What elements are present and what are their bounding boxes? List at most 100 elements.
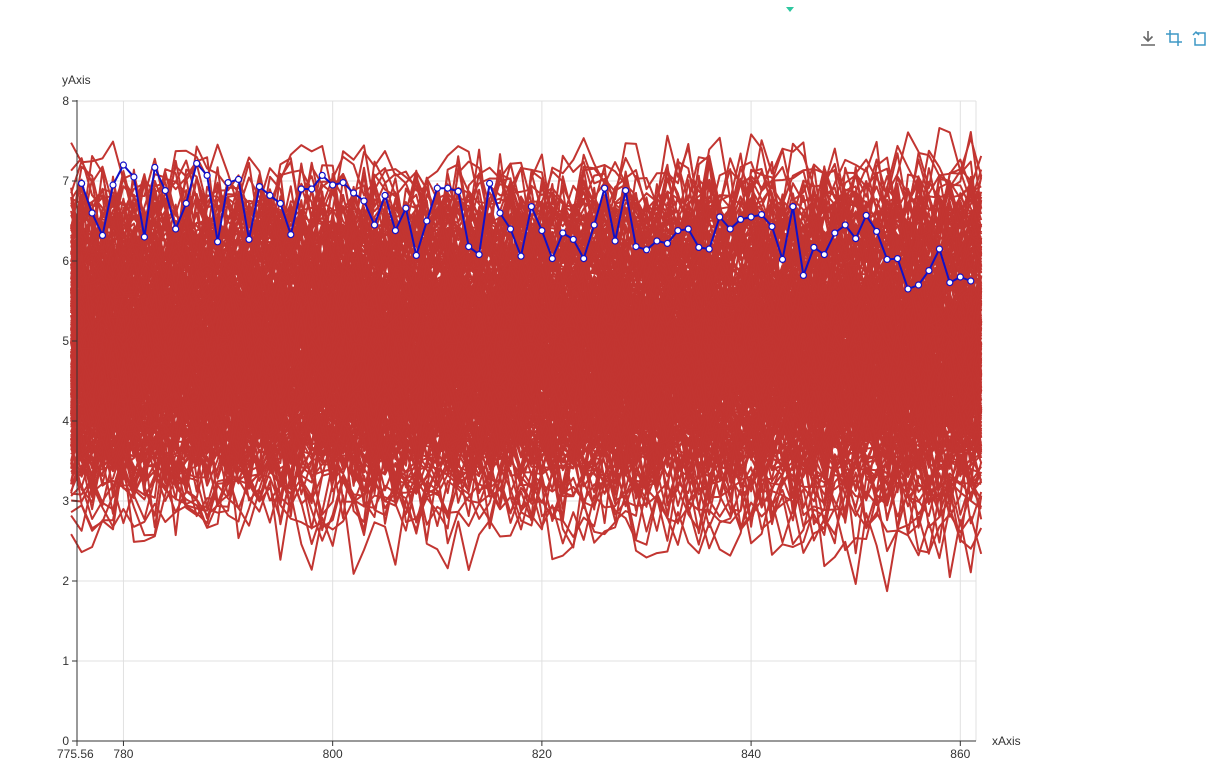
series-point[interactable] — [956, 273, 964, 281]
series-point[interactable] — [506, 225, 515, 233]
background-series-line — [70, 151, 983, 279]
series-point[interactable] — [548, 255, 556, 263]
series-point[interactable] — [381, 191, 389, 199]
series-point[interactable] — [412, 251, 420, 259]
series-point[interactable] — [789, 203, 797, 211]
series-point[interactable] — [423, 217, 431, 225]
series-point[interactable] — [109, 181, 117, 189]
series-point[interactable] — [726, 225, 734, 233]
background-series — [70, 127, 983, 593]
series-point[interactable] — [318, 171, 326, 179]
series-point[interactable] — [391, 227, 399, 235]
series-point[interactable] — [161, 187, 169, 195]
series-point[interactable] — [852, 235, 860, 243]
series-point[interactable] — [695, 243, 703, 251]
series-point[interactable] — [653, 237, 661, 245]
toolbox — [1138, 28, 1210, 48]
series-point[interactable] — [559, 229, 567, 237]
series-point[interactable] — [287, 231, 295, 239]
series-point[interactable] — [810, 243, 818, 251]
series-point[interactable] — [632, 243, 640, 251]
y-tick-label: 5 — [62, 334, 69, 348]
series-point[interactable] — [130, 173, 138, 181]
series-point[interactable] — [276, 199, 284, 207]
series-point[interactable] — [77, 179, 86, 187]
series-point[interactable] — [663, 239, 672, 247]
series-point[interactable] — [862, 211, 870, 219]
series-point[interactable] — [517, 252, 525, 260]
series-point[interactable] — [339, 179, 347, 187]
series-point[interactable] — [904, 285, 912, 293]
restore-icon[interactable] — [1190, 28, 1210, 48]
series-point[interactable] — [255, 183, 263, 191]
series-point[interactable] — [778, 255, 787, 263]
series-point[interactable] — [433, 184, 441, 192]
series-point[interactable] — [119, 161, 128, 169]
series-point[interactable] — [883, 255, 891, 263]
series-point[interactable] — [350, 189, 358, 197]
series-point[interactable] — [611, 237, 619, 245]
series-point[interactable] — [486, 179, 494, 187]
series-point[interactable] — [193, 159, 201, 167]
series-point[interactable] — [967, 277, 975, 285]
series-point[interactable] — [716, 213, 724, 221]
series-point[interactable] — [308, 185, 316, 193]
series-point[interactable] — [402, 204, 410, 212]
series-point[interactable] — [151, 163, 159, 171]
main-series — [77, 159, 975, 293]
series-point[interactable] — [172, 225, 180, 233]
background-series-line — [70, 465, 982, 542]
series-point[interactable] — [454, 187, 462, 195]
series-point[interactable] — [214, 238, 222, 246]
series-point[interactable] — [820, 251, 828, 259]
download-icon[interactable] — [1138, 28, 1158, 48]
y-tick-label: 8 — [62, 94, 69, 108]
series-point[interactable] — [266, 191, 274, 199]
series-point[interactable] — [527, 203, 536, 211]
series-point[interactable] — [946, 279, 954, 287]
series-point[interactable] — [88, 209, 96, 217]
series-point[interactable] — [580, 255, 588, 263]
series-point[interactable] — [224, 179, 232, 187]
series-point[interactable] — [600, 184, 609, 192]
background-series-line — [70, 228, 983, 328]
series-point[interactable] — [757, 211, 766, 219]
series-point[interactable] — [799, 271, 808, 279]
series-point[interactable] — [496, 209, 504, 217]
series-point[interactable] — [182, 199, 190, 207]
series-point[interactable] — [370, 221, 379, 229]
series-point[interactable] — [674, 227, 682, 235]
series-point[interactable] — [831, 229, 839, 237]
series-point[interactable] — [925, 267, 933, 275]
background-series-line — [70, 332, 983, 407]
series-point[interactable] — [768, 223, 776, 231]
series-point[interactable] — [329, 181, 337, 189]
series-point[interactable] — [705, 245, 713, 253]
series-point[interactable] — [140, 233, 148, 241]
series-point[interactable] — [444, 184, 452, 192]
series-point[interactable] — [893, 255, 902, 263]
series-point[interactable] — [538, 227, 546, 235]
series-point[interactable] — [465, 243, 473, 251]
series-point[interactable] — [747, 213, 755, 221]
series-point[interactable] — [297, 185, 305, 193]
series-point[interactable] — [234, 175, 243, 183]
background-series-line — [71, 167, 983, 267]
series-point[interactable] — [642, 246, 651, 254]
series-point[interactable] — [872, 227, 881, 235]
series-point[interactable] — [203, 171, 211, 179]
series-point[interactable] — [841, 221, 849, 229]
series-point[interactable] — [360, 197, 368, 205]
series-point[interactable] — [475, 251, 483, 259]
series-point[interactable] — [245, 235, 253, 243]
x-tick-label: 820 — [532, 747, 552, 761]
series-point[interactable] — [684, 225, 692, 233]
series-point[interactable] — [569, 235, 577, 243]
series-point[interactable] — [621, 187, 630, 195]
series-point[interactable] — [98, 231, 107, 239]
data-zoom-icon[interactable] — [1164, 28, 1184, 48]
series-point[interactable] — [914, 281, 923, 289]
series-point[interactable] — [590, 221, 598, 229]
series-point[interactable] — [935, 245, 944, 253]
series-point[interactable] — [736, 215, 745, 223]
